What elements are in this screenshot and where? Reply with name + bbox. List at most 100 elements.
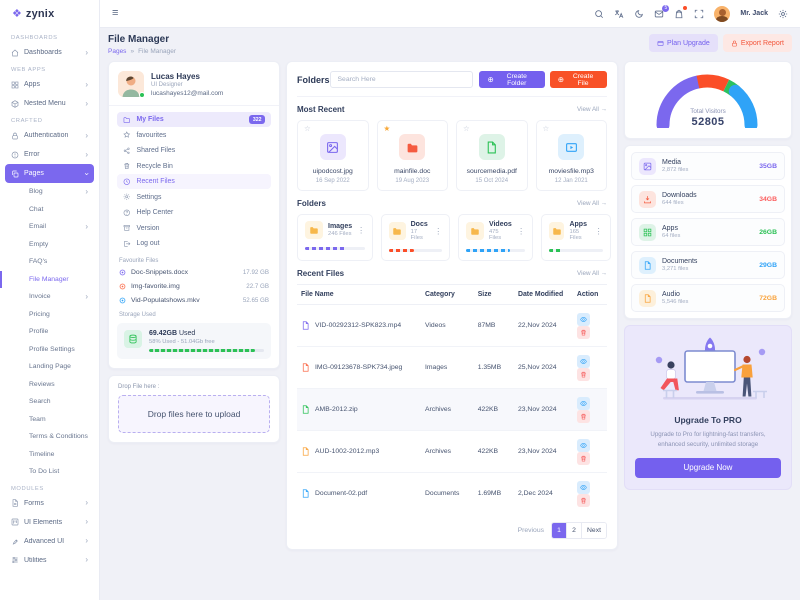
sidebar-item-blog[interactable]: Blog › bbox=[29, 186, 88, 196]
favourite-file-row[interactable]: Img-favorite.img 22.7 GB bbox=[109, 280, 279, 294]
folder-card-images[interactable]: Images 246 Files ⋮ bbox=[297, 214, 374, 261]
sidebar-item-invoice[interactable]: Invoice › bbox=[29, 291, 88, 301]
dark-mode-icon[interactable] bbox=[634, 9, 644, 19]
sidebar-item-authentication[interactable]: Authentication › bbox=[5, 126, 94, 145]
star-icon[interactable]: ☆ bbox=[542, 124, 550, 133]
sidebar-item-search[interactable]: Search bbox=[29, 398, 51, 406]
sidebar-item-profile-settings[interactable]: Profile Settings bbox=[29, 345, 75, 353]
view-all-link[interactable]: View All → bbox=[577, 270, 607, 277]
sidebar-item-apps[interactable]: Apps › bbox=[5, 75, 94, 94]
pagination-next[interactable]: Next bbox=[582, 523, 606, 538]
delete-file-button[interactable] bbox=[576, 325, 590, 339]
pagination-previous[interactable]: Previous bbox=[517, 527, 545, 534]
sidebar-item-team[interactable]: Team bbox=[29, 415, 46, 423]
menu-item-recent-files[interactable]: Recent Files bbox=[117, 174, 271, 189]
sidebar-item-utilities[interactable]: Utilities › bbox=[5, 551, 94, 570]
recent-file-card[interactable]: ☆ sourcemedia.pdf 15 Oct 2024 bbox=[456, 120, 528, 191]
star-icon[interactable]: ☆ bbox=[304, 124, 311, 133]
search-input[interactable] bbox=[329, 71, 474, 88]
create-file-button[interactable]: ⊕ Create File bbox=[549, 71, 607, 88]
delete-file-button[interactable] bbox=[576, 451, 590, 465]
sidebar-item-advanced-ui[interactable]: Advanced UI › bbox=[5, 532, 94, 551]
sidebar-item-reviews[interactable]: Reviews bbox=[29, 380, 55, 388]
plan-upgrade-button[interactable]: Plan Upgrade bbox=[649, 34, 718, 52]
folder-card-docs[interactable]: Docs 17 Files ⋮ bbox=[381, 214, 451, 261]
messages-icon[interactable]: 5 bbox=[654, 4, 670, 19]
sidebar-item-faqs[interactable]: FAQ's bbox=[29, 258, 48, 266]
category-row-downloads[interactable]: Downloads 644 files 34GB bbox=[631, 185, 785, 213]
dropzone[interactable]: Drop files here to upload bbox=[118, 394, 270, 433]
favourite-file-row[interactable]: Doc-Snippets.docx 17.92 GB bbox=[109, 266, 279, 280]
sidebar-item-ui-elements[interactable]: UI Elements › bbox=[5, 513, 94, 532]
delete-file-button[interactable] bbox=[576, 493, 590, 507]
breadcrumb-parent[interactable]: Pages bbox=[108, 48, 127, 55]
menu-item-logout[interactable]: Log out bbox=[117, 236, 271, 251]
table-row[interactable]: IMG-09123678-SPK734.jpeg Images 1.35MB 2… bbox=[297, 346, 607, 389]
sidebar-item-email[interactable]: Email › bbox=[29, 221, 88, 231]
pagination-page-1[interactable]: 1 bbox=[552, 523, 568, 538]
table-row[interactable]: AUD-1002-2012.mp3 Archives 422KB 23,Nov … bbox=[297, 430, 607, 473]
pagination-page-2[interactable]: 2 bbox=[567, 523, 583, 538]
menu-item-shared-files[interactable]: Shared Files bbox=[117, 143, 271, 158]
favourite-file-row[interactable]: Vid-Populatshows.mkv 52.65 GB bbox=[109, 294, 279, 308]
menu-item-version[interactable]: Version bbox=[117, 221, 271, 236]
sidebar-item-terms[interactable]: Terms & Conditions bbox=[29, 433, 88, 441]
star-filled-icon[interactable]: ★ bbox=[383, 124, 391, 133]
category-row-documents[interactable]: Documents 3,271 files 29GB bbox=[631, 251, 785, 279]
cart-icon[interactable] bbox=[674, 5, 688, 19]
category-row-apps[interactable]: Apps 64 files 26GB bbox=[631, 218, 785, 246]
view-all-link[interactable]: View All → bbox=[577, 200, 607, 207]
sidebar-item-dashboards[interactable]: Dashboards › bbox=[5, 43, 94, 62]
view-all-link[interactable]: View All → bbox=[577, 106, 607, 113]
settings-gear-icon[interactable] bbox=[778, 9, 788, 19]
folder-card-videos[interactable]: Videos 475 Files ⋮ bbox=[458, 214, 534, 261]
menu-item-recycle-bin[interactable]: Recycle Bin bbox=[117, 159, 271, 174]
sidebar-item-empty[interactable]: Empty bbox=[29, 240, 49, 248]
menu-item-help-center[interactable]: Help Center bbox=[117, 205, 271, 220]
category-row-audio[interactable]: Audio 5,546 files 72GB bbox=[631, 284, 785, 312]
upgrade-now-button[interactable]: Upgrade Now bbox=[635, 457, 781, 478]
sidebar-item-chat[interactable]: Chat bbox=[29, 205, 44, 213]
translate-icon[interactable] bbox=[614, 9, 624, 19]
kebab-menu-icon[interactable]: ⋮ bbox=[594, 226, 603, 236]
delete-file-button[interactable] bbox=[576, 367, 590, 381]
sidebar-item-forms[interactable]: Forms › bbox=[5, 494, 94, 513]
menu-item-favourites[interactable]: favourites bbox=[117, 128, 271, 143]
sidebar-item-todo[interactable]: To Do List bbox=[29, 468, 60, 476]
recent-file-card[interactable]: ☆ uipodcost.jpg 16 Sep 2022 bbox=[297, 120, 369, 191]
view-file-button[interactable] bbox=[576, 480, 590, 494]
view-file-button[interactable] bbox=[576, 312, 590, 326]
folder-card-apps[interactable]: Apps 165 Files ⋮ bbox=[541, 214, 611, 261]
category-row-media[interactable]: Media 2,872 files 35GB bbox=[631, 152, 785, 180]
export-report-button[interactable]: Export Report bbox=[722, 34, 792, 52]
sidebar-item-file-manager[interactable]: File Manager bbox=[0, 270, 99, 288]
sidebar-item-nested-menu[interactable]: Nested Menu › bbox=[5, 94, 94, 113]
search-icon[interactable] bbox=[594, 9, 604, 19]
sidebar-item-profile[interactable]: Profile bbox=[29, 328, 49, 336]
star-icon[interactable]: ☆ bbox=[463, 124, 470, 133]
user-name[interactable]: Mr. Jack bbox=[740, 10, 768, 17]
sidebar-item-pricing[interactable]: Pricing bbox=[29, 310, 50, 318]
view-file-button[interactable] bbox=[576, 396, 590, 410]
avatar[interactable] bbox=[714, 5, 731, 22]
table-row[interactable]: VID-00292312-SPK823.mp4 Videos 87MB 22,N… bbox=[297, 304, 607, 347]
table-row[interactable]: AMB-2012.zip Archives 422KB 23,Nov 2024 bbox=[297, 388, 607, 431]
sidebar-item-timeline[interactable]: Timeline bbox=[29, 450, 55, 458]
view-file-button[interactable] bbox=[576, 438, 590, 452]
menu-item-my-files[interactable]: My Files 322 bbox=[117, 112, 271, 127]
brand-logo[interactable]: ❖ zynix bbox=[0, 0, 99, 28]
table-row[interactable]: Document-02.pdf Documents 1.69MB 2,Dec 2… bbox=[297, 473, 607, 515]
recent-file-card[interactable]: ★ mainfile.doc 19 Aug 2023 bbox=[376, 120, 448, 191]
sidebar-item-pages[interactable]: Pages › bbox=[5, 164, 94, 183]
view-file-button[interactable] bbox=[576, 354, 590, 368]
create-folder-button[interactable]: ⊕ Create Folder bbox=[479, 71, 545, 88]
sidebar-item-landing-page[interactable]: Landing Page bbox=[29, 363, 71, 371]
kebab-menu-icon[interactable]: ⋮ bbox=[357, 225, 366, 235]
recent-file-card[interactable]: ☆ moviesfile.mp3 12 Jan 2021 bbox=[535, 120, 607, 191]
kebab-menu-icon[interactable]: ⋮ bbox=[517, 226, 526, 236]
menu-toggle-icon[interactable]: ≡ bbox=[112, 7, 119, 19]
menu-item-settings[interactable]: Settings bbox=[117, 190, 271, 205]
sidebar-item-error[interactable]: Error › bbox=[5, 145, 94, 164]
fullscreen-icon[interactable] bbox=[694, 9, 704, 19]
delete-file-button[interactable] bbox=[576, 409, 590, 423]
